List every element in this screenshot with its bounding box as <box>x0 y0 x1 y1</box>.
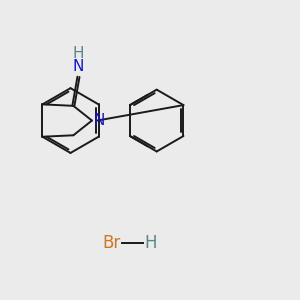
Text: N: N <box>73 59 84 74</box>
Text: N: N <box>93 113 105 128</box>
Text: Br: Br <box>102 234 121 252</box>
Text: H: H <box>73 46 84 61</box>
Text: H: H <box>145 234 157 252</box>
